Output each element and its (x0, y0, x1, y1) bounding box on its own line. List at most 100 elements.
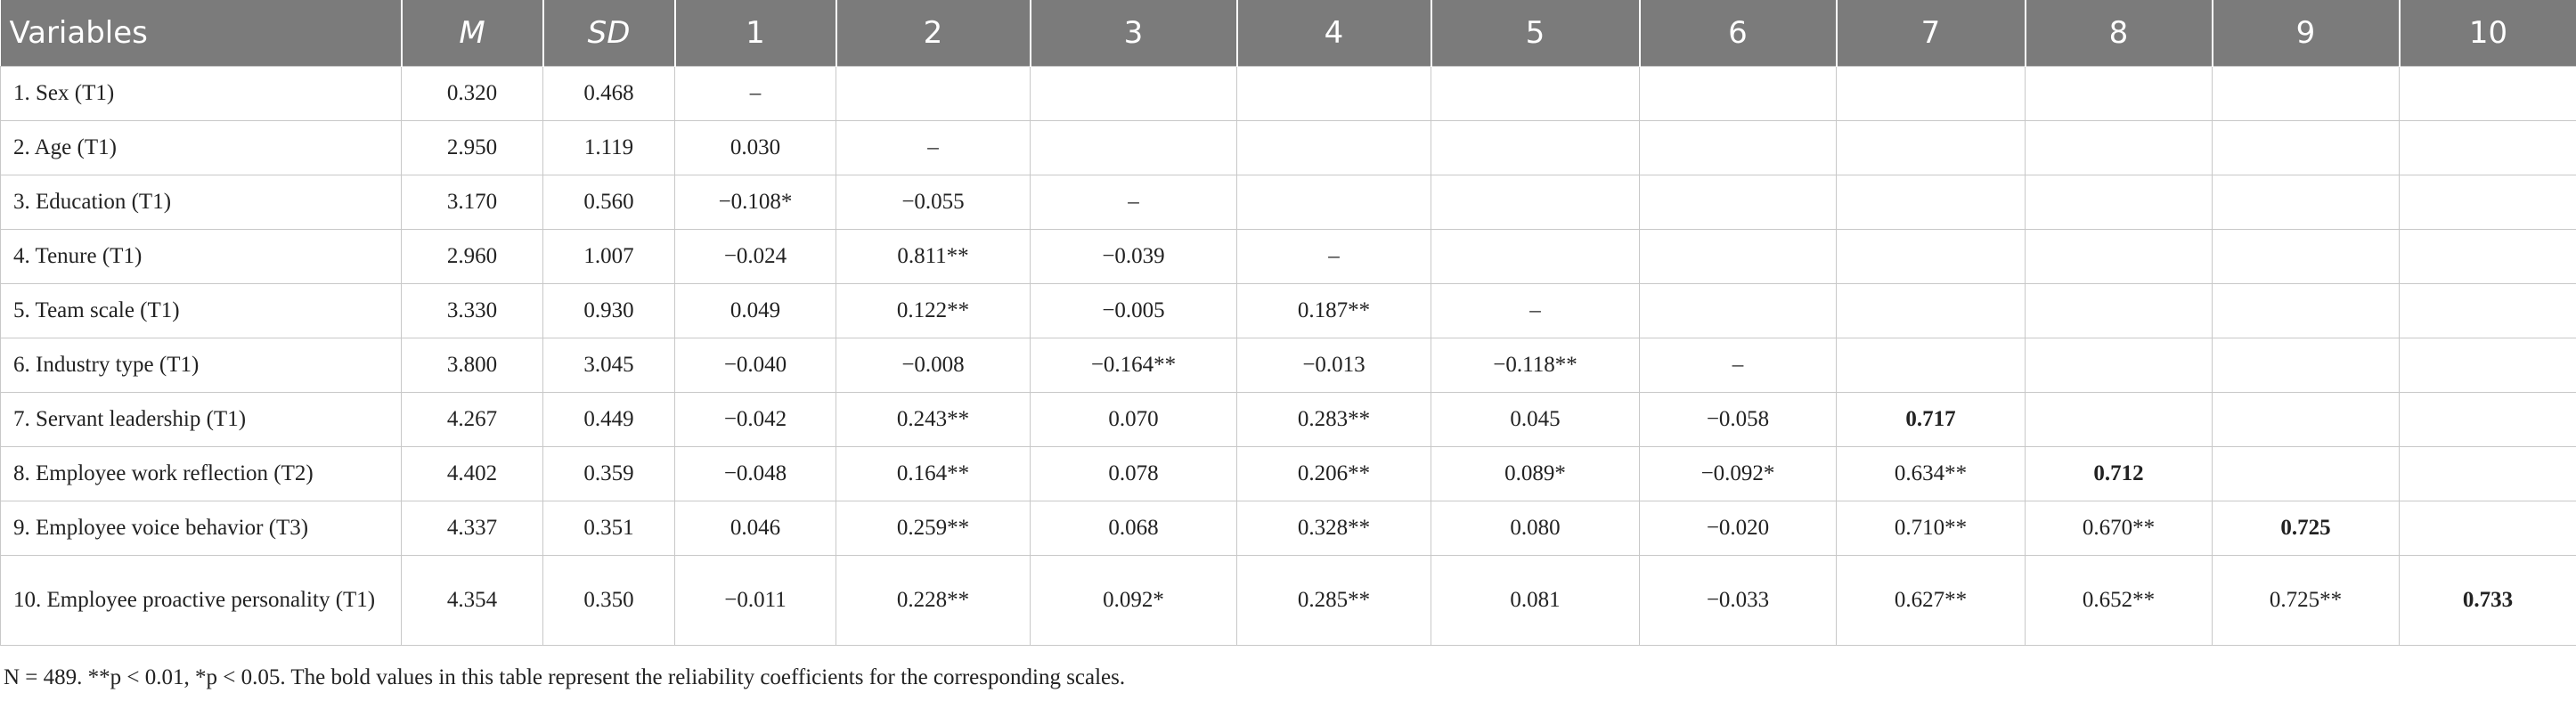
cell: −0.011 (674, 555, 836, 646)
empty-cell (2399, 66, 2576, 121)
cell: 0.030 (674, 120, 836, 175)
cell: −0.048 (674, 446, 836, 501)
empty-cell (1236, 175, 1431, 230)
cell: −0.013 (1236, 338, 1431, 393)
header-cell: 2 (835, 0, 1031, 67)
empty-cell (2399, 283, 2576, 338)
empty-cell (2399, 446, 2576, 501)
cell: – (836, 120, 1031, 175)
cell: 0.710** (1836, 501, 2026, 556)
cell: 0.652** (2025, 555, 2213, 646)
table-row: 5. Team scale (T1) 3.330 0.930 0.049 0.122**… (0, 283, 2576, 338)
cell: 0.328** (1236, 501, 1431, 556)
table-row: 9. Employee voice behavior (T3) 4.337 0.35… (0, 501, 2576, 556)
cell: 0.243** (836, 392, 1031, 447)
empty-cell (1236, 66, 1431, 121)
cell: −0.042 (674, 392, 836, 447)
table-row: 8. Employee work reflection (T2) 4.402 0.3… (0, 446, 2576, 501)
cell: 0.560 (542, 175, 675, 230)
cell: 3.045 (542, 338, 675, 393)
cell: 0.259** (836, 501, 1031, 556)
cell: −0.118** (1431, 338, 1640, 393)
table-body: 1. Sex (T1) 0.320 0.468–2. Age (T1) 2.950 1.… (0, 66, 2576, 646)
cell: −0.108* (674, 175, 836, 230)
cell: −0.164** (1030, 338, 1237, 393)
table-row: 4. Tenure (T1) 2.960 1.007 −0.024 0.811** −0.… (0, 229, 2576, 284)
empty-cell (1030, 66, 1237, 121)
empty-cell (1639, 175, 1837, 230)
cell: 3.800 (401, 338, 543, 393)
cell: 4.402 (401, 446, 543, 501)
row-label: 9. Employee voice behavior (T3) (0, 501, 402, 556)
cell: – (1639, 338, 1837, 393)
cell: 0.717 (1836, 392, 2026, 447)
cell: 4.354 (401, 555, 543, 646)
empty-cell (1836, 120, 2026, 175)
cell: 0.670** (2025, 501, 2213, 556)
cell: 3.330 (401, 283, 543, 338)
cell: 1.119 (542, 120, 675, 175)
cell: 0.122** (836, 283, 1031, 338)
cell: 0.285** (1236, 555, 1431, 646)
empty-cell (2025, 338, 2213, 393)
cell: 0.045 (1431, 392, 1640, 447)
cell: −0.033 (1639, 555, 1837, 646)
empty-cell (2212, 229, 2400, 284)
cell: 0.068 (1030, 501, 1237, 556)
empty-cell (1431, 66, 1640, 121)
cell: 0.712 (2025, 446, 2213, 501)
cell: 0.049 (674, 283, 836, 338)
empty-cell (1431, 175, 1640, 230)
cell: 2.950 (401, 120, 543, 175)
cell: −0.020 (1639, 501, 1837, 556)
empty-cell (1639, 283, 1837, 338)
header-cell: 3 (1029, 0, 1237, 67)
header-cell: SD (542, 0, 675, 67)
row-label: 3. Education (T1) (0, 175, 402, 230)
row-label: 8. Employee work reflection (T2) (0, 446, 402, 501)
cell: – (1431, 283, 1640, 338)
row-label: 2. Age (T1) (0, 120, 402, 175)
row-label: 4. Tenure (T1) (0, 229, 402, 284)
cell: 0.320 (401, 66, 543, 121)
cell: −0.024 (674, 229, 836, 284)
empty-cell (1836, 175, 2026, 230)
cell: 0.070 (1030, 392, 1237, 447)
cell: 1.007 (542, 229, 675, 284)
cell: 0.089* (1431, 446, 1640, 501)
cell: −0.040 (674, 338, 836, 393)
footnote: N = 489. **p < 0.01, *p < 0.05. The bold… (4, 665, 1126, 689)
cell: 0.733 (2399, 555, 2576, 646)
empty-cell (1030, 120, 1237, 175)
row-label: 7. Servant leadership (T1) (0, 392, 402, 447)
cell: −0.008 (836, 338, 1031, 393)
table-row: 10. Employee proactive personality (T1) 4… (0, 555, 2576, 646)
empty-cell (2212, 338, 2400, 393)
cell: – (1236, 229, 1431, 284)
header-row: Variables M SD 1 2 3 4 5 6 7 8 9 10 (0, 0, 2576, 67)
cell: 3.170 (401, 175, 543, 230)
cell: 0.228** (836, 555, 1031, 646)
empty-cell (1836, 283, 2026, 338)
empty-cell (2025, 175, 2213, 230)
empty-cell (2399, 501, 2576, 556)
table-row: 1. Sex (T1) 0.320 0.468– (0, 66, 2576, 121)
cell: 0.206** (1236, 446, 1431, 501)
empty-cell (1639, 66, 1837, 121)
cell: 0.725** (2212, 555, 2400, 646)
cell: 0.930 (542, 283, 675, 338)
header-cell: Variables (0, 0, 402, 67)
empty-cell (2212, 446, 2400, 501)
empty-cell (1431, 229, 1640, 284)
correlation-table: Variables M SD 1 2 3 4 5 6 7 8 9 10 1. Sex (T1) 0.320… (0, 0, 2576, 646)
cell: −0.005 (1030, 283, 1237, 338)
header-cell: 10 (2398, 0, 2576, 67)
cell: 0.449 (542, 392, 675, 447)
cell: 0.725 (2212, 501, 2400, 556)
empty-cell (2025, 392, 2213, 447)
cell: 0.046 (674, 501, 836, 556)
empty-cell (2212, 120, 2400, 175)
cell: – (674, 66, 836, 121)
header-cell: 4 (1235, 0, 1431, 67)
